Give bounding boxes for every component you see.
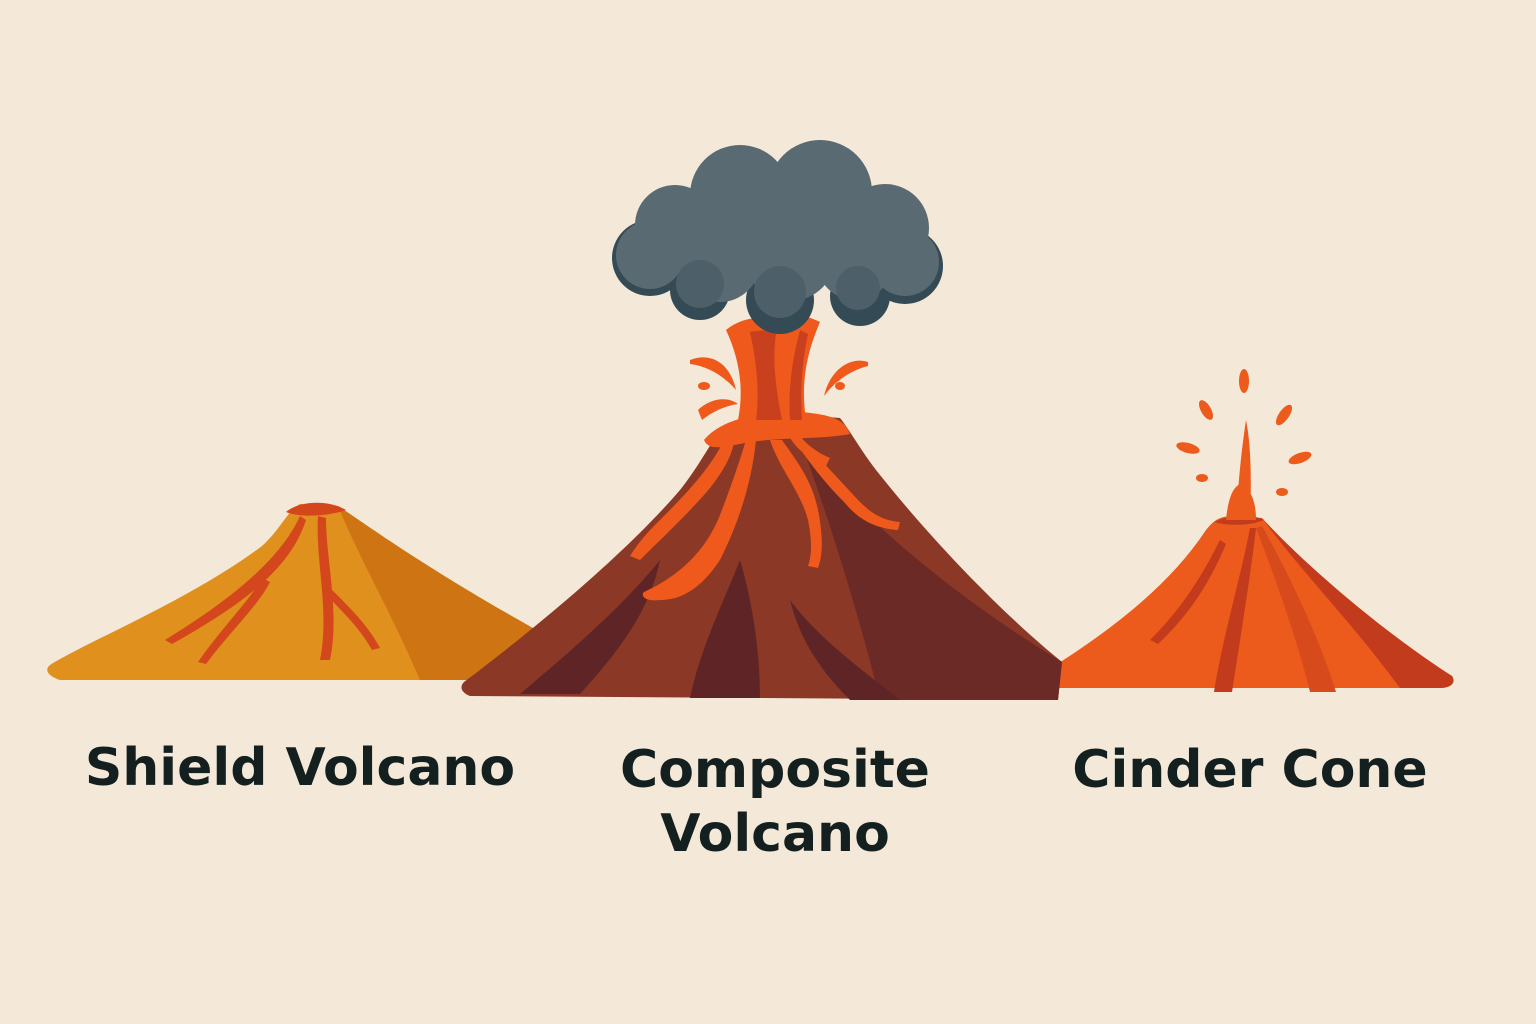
cinder-lava-fountain-base xyxy=(1226,484,1256,520)
cinder-lava-droplet xyxy=(1288,451,1312,465)
composite-volcano-label-line2: Volcano xyxy=(660,804,890,864)
composite-volcano xyxy=(461,140,1062,700)
cinder-cone-stripe-1 xyxy=(1214,528,1256,692)
shield-volcano-label-text: Shield Volcano xyxy=(84,738,516,798)
cinder-lava-droplet xyxy=(1199,400,1213,420)
composite-lava-column-shade xyxy=(750,330,782,420)
shield-lava-flow-right-branch xyxy=(322,584,380,650)
cinder-lava-droplet xyxy=(1196,474,1208,482)
cinder-cone-shade-right xyxy=(1262,518,1454,688)
composite-lava-splash xyxy=(690,357,736,390)
cinder-lava-droplet xyxy=(1239,369,1249,393)
composite-lava-flow xyxy=(770,440,822,568)
cinder-cone xyxy=(1030,369,1454,692)
composite-volcano-label: Composite Volcano xyxy=(560,738,990,866)
composite-volcano-shade-dark xyxy=(790,600,900,700)
composite-volcano-shade-dark xyxy=(520,560,660,694)
composite-lava-droplet xyxy=(835,382,845,390)
cinder-cone-label-text: Cinder Cone xyxy=(1072,740,1428,800)
cinder-lava-droplet xyxy=(1275,404,1293,426)
composite-lava-flow xyxy=(784,420,830,466)
cinder-cone-stripe-2 xyxy=(1256,526,1336,692)
cinder-cone-stripe-3 xyxy=(1150,540,1226,644)
ash-cloud xyxy=(612,140,943,334)
composite-lava-flow xyxy=(630,440,734,560)
cinder-cone-label: Cinder Cone xyxy=(1040,738,1460,802)
shield-lava-flow-left xyxy=(165,516,306,644)
composite-volcano-label-line1: Composite xyxy=(620,740,930,800)
composite-lava-splash xyxy=(698,399,738,420)
shield-volcano xyxy=(47,502,546,680)
composite-lava-flow xyxy=(642,440,756,601)
cinder-lava-droplet xyxy=(1176,442,1200,454)
shield-volcano-shade xyxy=(338,506,540,680)
composite-lava-droplet xyxy=(698,382,710,390)
composite-volcano-shade-right xyxy=(800,440,1062,700)
composite-volcano-shade-dark xyxy=(690,560,760,698)
composite-lava-splash xyxy=(824,360,868,396)
shield-volcano-crater xyxy=(286,502,346,516)
shield-lava-flow-branch xyxy=(198,578,270,664)
shield-volcano-label: Shield Volcano xyxy=(80,736,520,800)
cinder-lava-droplet xyxy=(1276,488,1288,496)
composite-lava-column-highlight xyxy=(789,330,808,420)
